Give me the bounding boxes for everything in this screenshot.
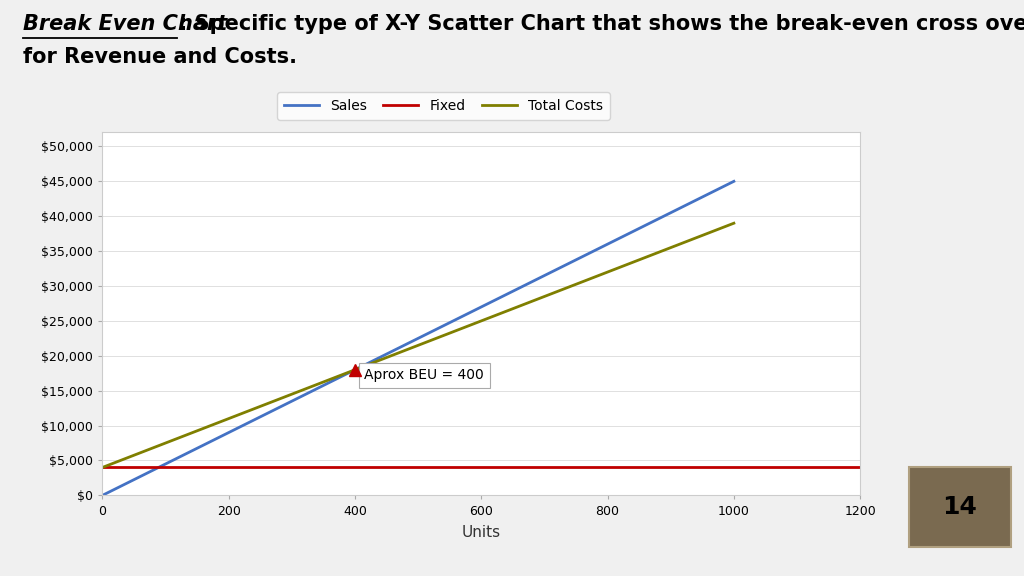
X-axis label: Units: Units — [462, 525, 501, 540]
Text: Aprox BEU = 400: Aprox BEU = 400 — [365, 368, 484, 382]
Text: : Specific type of X-Y Scatter Chart that shows the break-even cross over lines: : Specific type of X-Y Scatter Chart tha… — [179, 14, 1024, 35]
Text: for Revenue and Costs.: for Revenue and Costs. — [23, 47, 297, 67]
Legend: Sales, Fixed, Total Costs: Sales, Fixed, Total Costs — [278, 92, 609, 120]
FancyBboxPatch shape — [909, 467, 1012, 547]
Text: Break Even Chart: Break Even Chart — [23, 14, 226, 35]
Text: 14: 14 — [942, 495, 978, 519]
